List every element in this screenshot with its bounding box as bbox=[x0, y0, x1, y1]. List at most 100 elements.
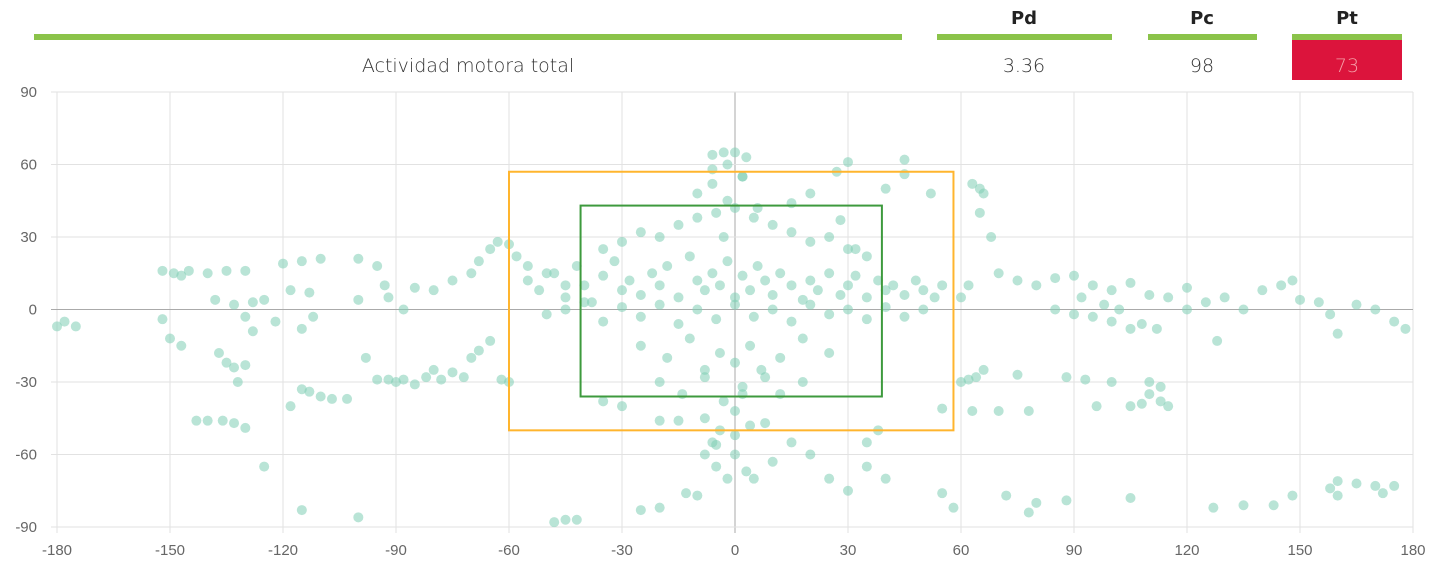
point bbox=[635, 340, 646, 351]
point bbox=[466, 352, 477, 363]
point bbox=[948, 502, 959, 513]
point bbox=[741, 466, 752, 477]
point bbox=[963, 374, 974, 385]
point bbox=[654, 502, 665, 513]
point bbox=[372, 261, 383, 271]
point bbox=[910, 275, 921, 286]
point bbox=[304, 287, 315, 298]
point bbox=[473, 345, 484, 356]
point bbox=[1370, 304, 1381, 315]
point bbox=[240, 360, 251, 371]
point bbox=[221, 357, 232, 368]
point bbox=[956, 377, 966, 387]
x-tick-label: -120 bbox=[268, 542, 298, 559]
point bbox=[937, 488, 948, 499]
point bbox=[1144, 389, 1155, 400]
point bbox=[541, 268, 552, 279]
point bbox=[899, 290, 910, 300]
point bbox=[1212, 335, 1223, 346]
point bbox=[229, 418, 240, 429]
point bbox=[843, 157, 853, 168]
point bbox=[421, 372, 432, 383]
point bbox=[1389, 316, 1400, 327]
point bbox=[52, 321, 62, 332]
point bbox=[522, 261, 533, 271]
point bbox=[843, 244, 853, 255]
point bbox=[692, 490, 703, 501]
point bbox=[176, 270, 187, 281]
cell: 98 bbox=[1190, 55, 1214, 77]
point bbox=[899, 154, 910, 165]
point bbox=[1023, 507, 1034, 518]
point bbox=[1370, 480, 1381, 491]
point bbox=[1287, 490, 1298, 501]
point bbox=[1287, 275, 1298, 286]
point bbox=[647, 268, 658, 279]
point bbox=[315, 253, 326, 264]
point bbox=[737, 171, 748, 182]
point bbox=[722, 159, 733, 170]
point bbox=[707, 164, 718, 175]
point bbox=[1389, 480, 1400, 491]
point bbox=[617, 285, 627, 296]
point bbox=[730, 203, 740, 213]
point bbox=[824, 473, 835, 484]
point bbox=[692, 212, 703, 223]
header-rule bbox=[937, 34, 1112, 40]
point bbox=[1151, 323, 1162, 334]
point bbox=[598, 316, 609, 327]
point bbox=[937, 280, 948, 291]
highlight-cell bbox=[1292, 40, 1402, 80]
column-header: Pt bbox=[1336, 8, 1358, 29]
column-header: Pc bbox=[1190, 8, 1214, 29]
point bbox=[1087, 311, 1098, 322]
point bbox=[1125, 277, 1136, 288]
point bbox=[730, 299, 740, 310]
point bbox=[929, 292, 940, 303]
point bbox=[677, 389, 688, 400]
point bbox=[956, 292, 966, 303]
point bbox=[699, 413, 710, 424]
point bbox=[1325, 309, 1336, 320]
point bbox=[722, 256, 733, 267]
point bbox=[745, 285, 756, 296]
point bbox=[767, 456, 778, 467]
point bbox=[899, 311, 910, 322]
point bbox=[511, 251, 522, 262]
point bbox=[967, 406, 978, 416]
point bbox=[786, 227, 797, 238]
point bbox=[775, 268, 786, 279]
point bbox=[786, 437, 797, 448]
point bbox=[775, 352, 786, 363]
y-tick-label: -30 bbox=[15, 374, 37, 391]
point bbox=[812, 285, 823, 296]
y-tick-label: -90 bbox=[15, 519, 37, 536]
point bbox=[918, 285, 929, 296]
x-tick-label: -90 bbox=[385, 542, 407, 559]
point bbox=[707, 149, 718, 160]
point bbox=[692, 304, 703, 315]
point bbox=[843, 485, 853, 496]
point bbox=[447, 275, 458, 286]
point bbox=[609, 256, 620, 267]
point bbox=[730, 430, 740, 441]
point bbox=[707, 268, 718, 279]
point bbox=[824, 268, 835, 279]
point bbox=[485, 244, 496, 255]
point bbox=[1325, 483, 1336, 494]
point bbox=[714, 348, 725, 358]
point bbox=[718, 396, 729, 407]
point bbox=[210, 294, 221, 305]
x-tick-label: 30 bbox=[840, 542, 857, 559]
point bbox=[835, 215, 846, 226]
point bbox=[748, 212, 759, 223]
point bbox=[485, 335, 496, 346]
x-tick-label: -60 bbox=[498, 542, 520, 559]
point bbox=[730, 357, 740, 368]
point bbox=[1099, 299, 1110, 310]
point bbox=[699, 372, 710, 383]
point bbox=[1069, 270, 1079, 281]
point bbox=[711, 207, 722, 218]
y-tick-label: 0 bbox=[29, 302, 37, 319]
